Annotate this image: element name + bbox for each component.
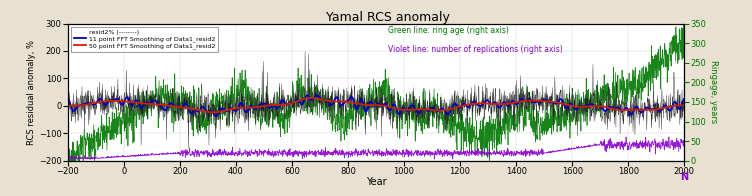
resid2% (--------) [63, 101, 72, 104]
resid2% (--------) [547, 92, 556, 94]
Line: 11 point FFT Smoothing of Data1_resid2: 11 point FFT Smoothing of Data1_resid2 [68, 95, 684, 116]
Line: resid2% (--------): resid2% (--------) [68, 46, 684, 144]
Title: Yamal RCS anomaly: Yamal RCS anomaly [326, 11, 450, 24]
50 point FFT Smoothing of Data1_resid2 [278, 103, 287, 106]
Text: Violet line: number of replications (right axis): Violet line: number of replications (rig… [388, 45, 563, 54]
11 point FFT Smoothing of Data1_resid2 [211, 115, 220, 117]
11 point FFT Smoothing of Data1_resid2 [562, 107, 571, 109]
50 point FFT Smoothing of Data1_resid2 [99, 100, 108, 103]
11 point FFT Smoothing of Data1_resid2 [251, 108, 260, 110]
50 point FFT Smoothing of Data1_resid2 [63, 104, 72, 107]
Text: Green line: ring age (right axis): Green line: ring age (right axis) [388, 26, 509, 35]
resid2% (--------) [251, 110, 260, 113]
Line: 50 point FFT Smoothing of Data1_resid2: 50 point FFT Smoothing of Data1_resid2 [68, 98, 684, 112]
50 point FFT Smoothing of Data1_resid2 [680, 104, 689, 107]
50 point FFT Smoothing of Data1_resid2 [306, 97, 315, 99]
50 point FFT Smoothing of Data1_resid2 [562, 103, 571, 106]
11 point FFT Smoothing of Data1_resid2 [278, 99, 287, 101]
11 point FFT Smoothing of Data1_resid2 [99, 103, 108, 105]
11 point FFT Smoothing of Data1_resid2 [680, 98, 689, 100]
resid2% (--------) [99, 113, 108, 115]
11 point FFT Smoothing of Data1_resid2 [547, 101, 556, 103]
resid2% (--------) [137, 143, 146, 145]
resid2% (--------) [64, 45, 73, 47]
X-axis label: Year: Year [365, 177, 387, 187]
Y-axis label: Ringage, years: Ringage, years [708, 61, 717, 124]
Y-axis label: RCS residual anomaly, %: RCS residual anomaly, % [27, 40, 36, 145]
resid2% (--------) [562, 110, 571, 112]
11 point FFT Smoothing of Data1_resid2 [302, 94, 311, 96]
50 point FFT Smoothing of Data1_resid2 [209, 111, 218, 113]
Text: N: N [681, 172, 688, 182]
resid2% (--------) [227, 108, 236, 110]
50 point FFT Smoothing of Data1_resid2 [227, 108, 236, 110]
resid2% (--------) [278, 94, 287, 97]
11 point FFT Smoothing of Data1_resid2 [227, 107, 236, 109]
resid2% (--------) [680, 89, 689, 91]
50 point FFT Smoothing of Data1_resid2 [547, 101, 556, 103]
Legend: resid2% (--------), 11 point FFT Smoothing of Data1_resid2, 50 point FFT Smoothi: resid2% (--------), 11 point FFT Smoothi… [71, 27, 218, 52]
11 point FFT Smoothing of Data1_resid2 [63, 98, 72, 100]
50 point FFT Smoothing of Data1_resid2 [251, 106, 260, 108]
